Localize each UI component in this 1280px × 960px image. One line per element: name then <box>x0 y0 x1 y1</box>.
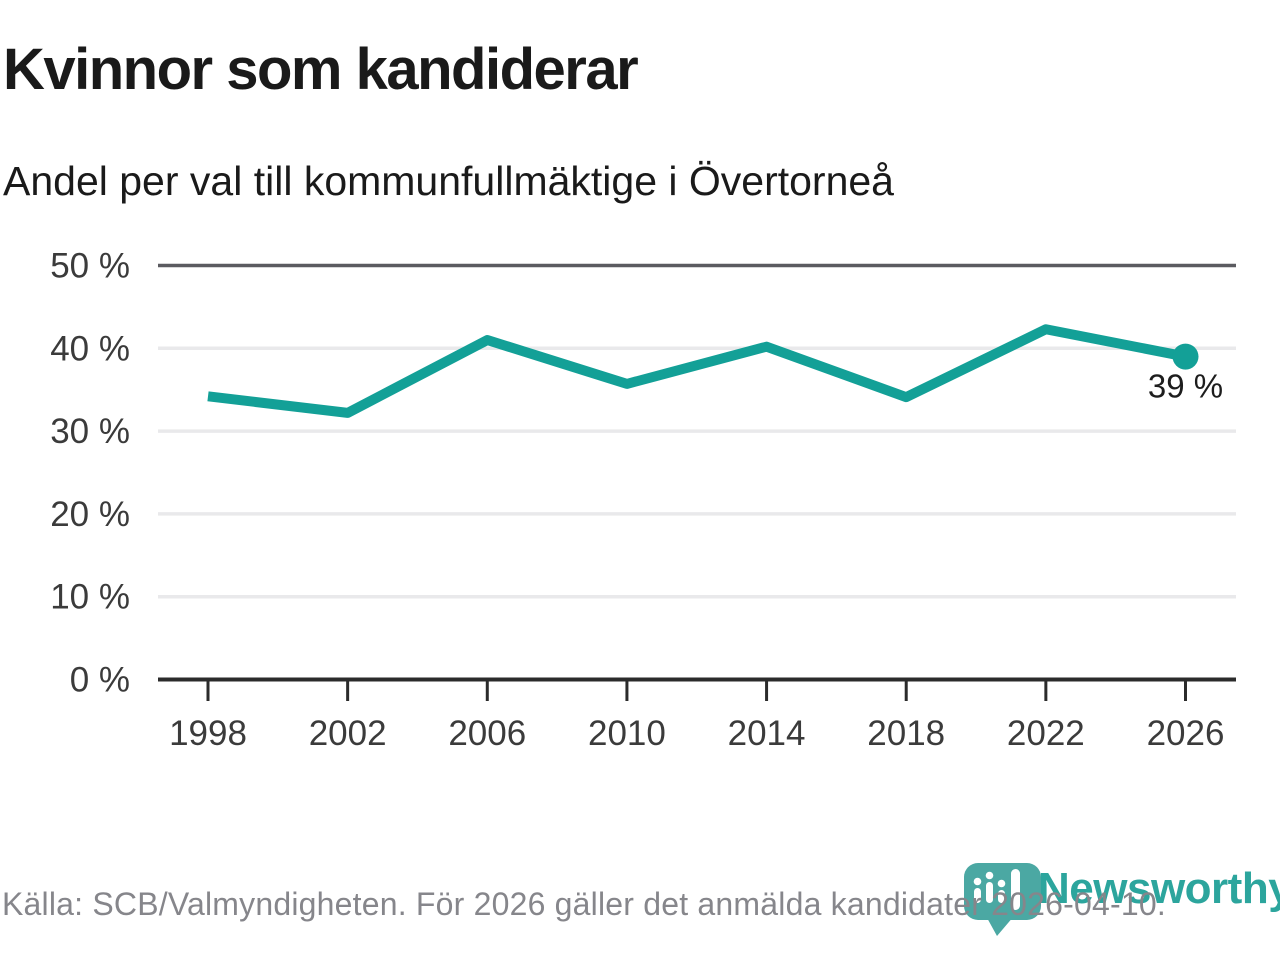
data-line <box>207 324 1187 418</box>
last-point-dot <box>1172 343 1199 370</box>
chart-subtitle: Andel per val till kommunfullmäktige i Ö… <box>3 158 894 204</box>
x-tick-label: 2010 <box>588 714 666 753</box>
y-tick-label: 50 % <box>50 247 130 286</box>
value-label: 39 % <box>1148 368 1223 405</box>
x-tick-label: 2002 <box>309 714 387 753</box>
newsworthy-logo-text: Newsworthy <box>1038 864 1280 913</box>
x-tick-label: 2022 <box>1007 714 1085 753</box>
y-tick-label: 10 % <box>50 578 130 617</box>
x-tick-label: 1998 <box>169 714 247 753</box>
y-tick-label: 30 % <box>50 412 130 451</box>
x-tick-label: 2006 <box>448 714 526 753</box>
y-tick-label: 20 % <box>50 495 130 534</box>
newsworthy-logo: Newsworthy <box>962 856 1280 938</box>
x-tick-label: 2014 <box>728 714 806 753</box>
y-tick-label: 40 % <box>50 329 130 368</box>
newsworthy-logo-icon <box>964 863 1041 936</box>
page-title: Kvinnor som kandiderar <box>3 37 639 102</box>
x-tick-label: 2018 <box>867 714 945 753</box>
source-note: Källa: SCB/Valmyndigheten. För 2026 gäll… <box>2 886 1166 922</box>
x-tick-label: 2026 <box>1147 714 1225 753</box>
y-tick-label: 0 % <box>70 661 130 700</box>
